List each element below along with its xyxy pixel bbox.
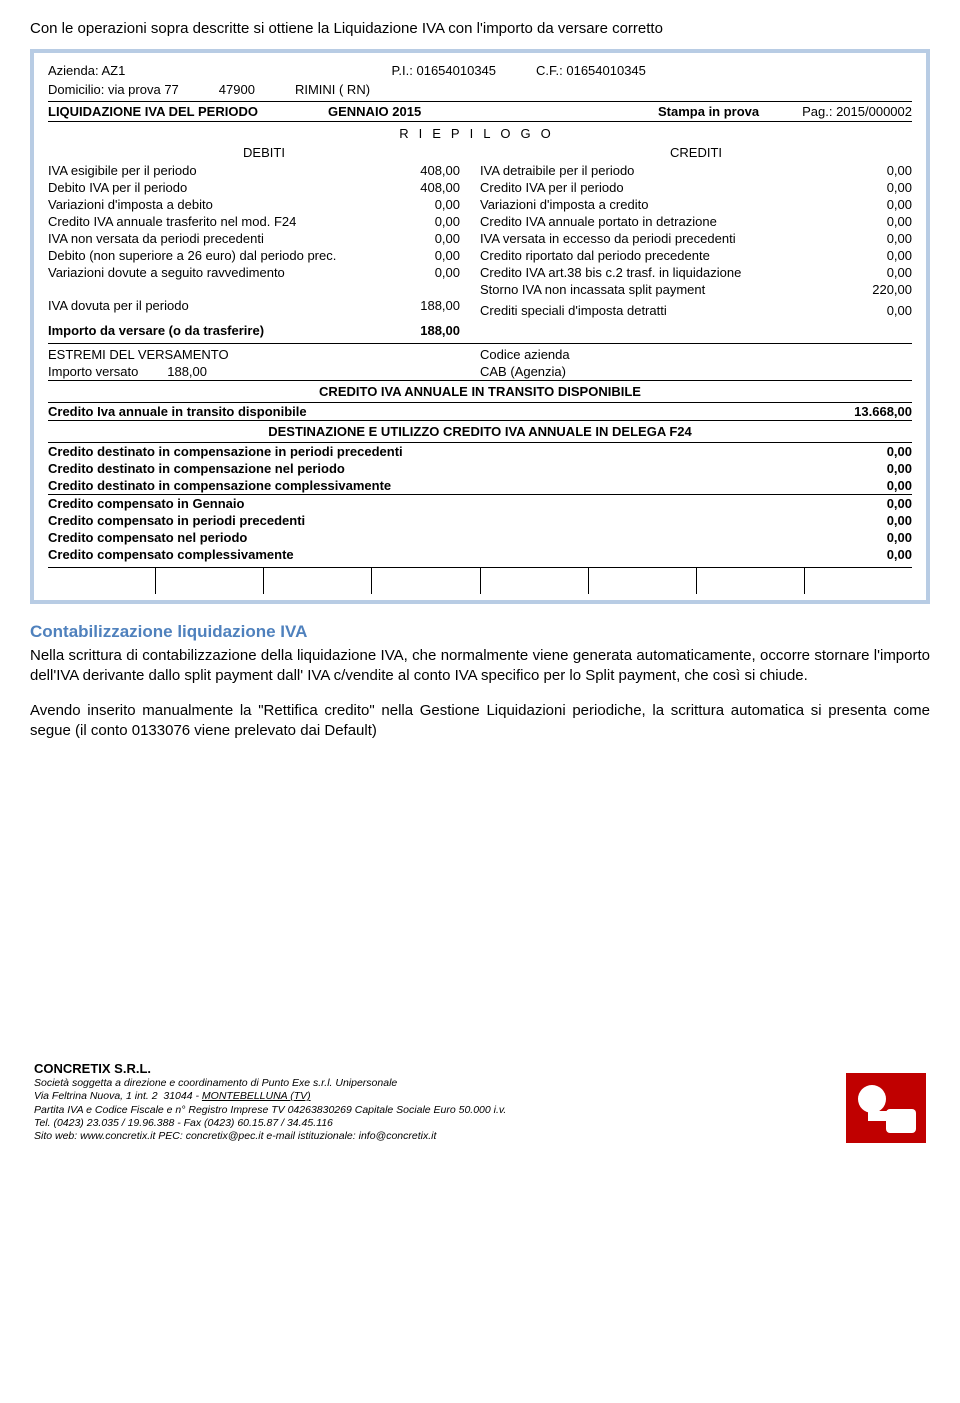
- row-label: Debito IVA per il periodo: [48, 180, 410, 195]
- contab-p2: Avendo inserito manualmente la "Rettific…: [30, 701, 930, 742]
- cab-lbl: CAB (Agenzia): [480, 364, 912, 379]
- row-value: 0,00: [822, 547, 912, 562]
- importo-versare-lbl: Importo da versare (o da trasferire): [48, 323, 410, 338]
- row-label: Debito (non superiore a 26 euro) dal per…: [48, 248, 410, 263]
- row-value: 220,00: [842, 282, 912, 297]
- azienda: Azienda: AZ1: [48, 63, 125, 78]
- row-value: 0,00: [822, 444, 912, 459]
- footer-l4: Tel. (0423) 23.035 / 19.96.388 - Fax (04…: [34, 1117, 846, 1130]
- row-value: 0,00: [410, 197, 480, 212]
- pi: P.I.: 01654010345: [391, 63, 496, 78]
- row-label: Credito compensato in periodi precedenti: [48, 513, 822, 528]
- liq-title: LIQUIDAZIONE IVA DEL PERIODO: [48, 104, 328, 119]
- periodo: GENNAIO 2015: [328, 104, 528, 119]
- row-label: Credito IVA annuale portato in detrazion…: [480, 214, 842, 229]
- footer-l2: Via Feltrina Nuova, 1 int. 2 31044 - MON…: [34, 1090, 846, 1103]
- row-value: 408,00: [410, 180, 480, 195]
- footer-l5: Sito web: www.concretix.it PEC: concreti…: [34, 1130, 846, 1143]
- row-label: Credito compensato nel periodo: [48, 530, 822, 545]
- row-value: 0,00: [842, 248, 912, 263]
- row-value: 0,00: [410, 231, 480, 246]
- row-value: 408,00: [410, 163, 480, 178]
- codice-az-lbl: Codice azienda: [480, 347, 912, 362]
- row-label: Credito compensato in Gennaio: [48, 496, 822, 511]
- row-label: Credito IVA annuale trasferito nel mod. …: [48, 214, 410, 229]
- row-value: 0,00: [822, 461, 912, 476]
- row-value: 0,00: [410, 214, 480, 229]
- row-value: 0,00: [842, 163, 912, 178]
- sec1-row-lbl: Credito Iva annuale in transito disponib…: [48, 404, 822, 419]
- domicilio: Domicilio: via prova 77: [48, 82, 179, 97]
- footer: CONCRETIX S.R.L. Società soggetta a dire…: [30, 1061, 930, 1143]
- footer-company: CONCRETIX S.R.L.: [34, 1061, 846, 1077]
- city: RIMINI ( RN): [295, 82, 370, 97]
- row-label: Variazioni d'imposta a debito: [48, 197, 410, 212]
- row-label: Credito destinato in compensazione in pe…: [48, 444, 822, 459]
- row-label: Credito destinato in compensazione compl…: [48, 478, 822, 493]
- debiti-hdr: DEBITI: [48, 145, 480, 162]
- row-label: IVA detraibile per il periodo: [480, 163, 842, 178]
- pag: Pag.: 2015/000002: [802, 104, 912, 119]
- row-value: 0,00: [822, 496, 912, 511]
- row-value: 0,00: [842, 214, 912, 229]
- cf: C.F.: 01654010345: [536, 63, 646, 78]
- row-label: Credito IVA art.38 bis c.2 trasf. in liq…: [480, 265, 842, 280]
- cap: 47900: [219, 82, 255, 97]
- sec1-title: CREDITO IVA ANNUALE IN TRANSITO DISPONIB…: [48, 380, 912, 403]
- riepilogo: RIEPILOGO: [48, 122, 912, 145]
- crediti-hdr: CREDITI: [480, 145, 912, 162]
- row-value: 0,00: [410, 265, 480, 280]
- contab-p1: Nella scrittura di contabilizzazione del…: [30, 646, 930, 687]
- sec1-row-val: 13.668,00: [822, 404, 912, 419]
- crediti-spec-lbl: Crediti speciali d'imposta detratti: [480, 303, 842, 318]
- footer-l3: Partita IVA e Codice Fiscale e n° Regist…: [34, 1104, 846, 1117]
- row-label: Variazioni d'imposta a credito: [480, 197, 842, 212]
- sec2-title: DESTINAZIONE E UTILIZZO CREDITO IVA ANNU…: [48, 420, 912, 443]
- row-value: 0,00: [842, 265, 912, 280]
- row-label: Variazioni dovute a seguito ravvedimento: [48, 265, 410, 280]
- row-value: 0,00: [842, 180, 912, 195]
- row-label: Credito riportato dal periodo precedente: [480, 248, 842, 263]
- row-label: Credito IVA per il periodo: [480, 180, 842, 195]
- crediti-spec-val: 0,00: [842, 303, 912, 318]
- estremi-lbl: ESTREMI DEL VERSAMENTO: [48, 347, 480, 362]
- empty-cells: [48, 567, 912, 594]
- report-box: Azienda: AZ1 P.I.: 01654010345 C.F.: 016…: [30, 49, 930, 604]
- row-value: 0,00: [822, 513, 912, 528]
- footer-l1: Società soggetta a direzione e coordinam…: [34, 1077, 846, 1090]
- row-value: 0,00: [822, 530, 912, 545]
- row-label: Credito destinato in compensazione nel p…: [48, 461, 822, 476]
- intro-text: Con le operazioni sopra descritte si ott…: [30, 20, 930, 37]
- row-value: 0,00: [842, 231, 912, 246]
- row-value: 0,00: [842, 197, 912, 212]
- row-label: IVA esigibile per il periodo: [48, 163, 410, 178]
- importo-versato-val: 188,00: [167, 364, 207, 379]
- row-label: Credito compensato complessivamente: [48, 547, 822, 562]
- importo-versare-val: 188,00: [410, 323, 480, 338]
- row-label: Storno IVA non incassata split payment: [480, 282, 842, 297]
- stampa-lbl: Stampa in prova: [658, 104, 759, 119]
- contab-heading: Contabilizzazione liquidazione IVA: [30, 622, 930, 642]
- footer-logo: [846, 1073, 926, 1143]
- row-value: 0,00: [822, 478, 912, 493]
- iva-dovuta-val: 188,00: [410, 298, 480, 313]
- row-value: 0,00: [410, 248, 480, 263]
- iva-dovuta-lbl: IVA dovuta per il periodo: [48, 298, 410, 313]
- row-label: IVA non versata da periodi precedenti: [48, 231, 410, 246]
- importo-versato-lbl: Importo versato: [48, 364, 138, 379]
- row-label: IVA versata in eccesso da periodi preced…: [480, 231, 842, 246]
